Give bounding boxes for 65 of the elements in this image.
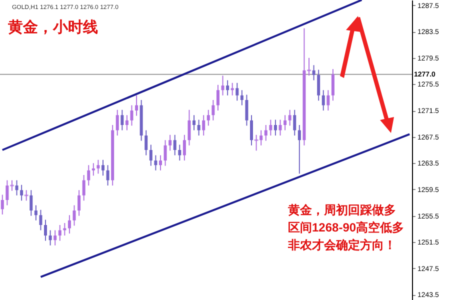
candlestick xyxy=(158,154,162,171)
candlestick xyxy=(24,190,28,202)
candlestick xyxy=(87,164,90,186)
candlestick xyxy=(245,94,248,126)
candlestick xyxy=(130,104,134,126)
candlestick xyxy=(96,159,100,174)
candlestick xyxy=(212,100,215,121)
candlestick xyxy=(54,230,57,246)
candlestick xyxy=(178,144,182,162)
candlestick xyxy=(221,75,224,96)
candlestick xyxy=(106,164,110,186)
candlestick xyxy=(274,119,277,136)
candlestick xyxy=(34,204,38,221)
candlestick xyxy=(250,114,254,146)
candlestick xyxy=(192,114,196,131)
candlestick xyxy=(312,64,316,81)
candlestick xyxy=(92,162,95,176)
candlestick xyxy=(322,90,325,112)
candlestick xyxy=(72,204,76,226)
candlestick xyxy=(168,134,172,152)
candlestick xyxy=(125,114,128,131)
candlestick xyxy=(278,119,282,136)
candlestick xyxy=(240,90,244,106)
candlestick xyxy=(39,209,42,231)
candlestick xyxy=(116,109,119,136)
candlestick xyxy=(230,82,234,96)
candlestick xyxy=(326,90,330,112)
text: 黄金，小时线 xyxy=(7,19,98,36)
candlestick xyxy=(269,119,272,136)
candlestick xyxy=(58,224,62,242)
candlestick xyxy=(206,109,210,126)
candlestick xyxy=(202,114,206,136)
candlestick xyxy=(284,114,287,131)
candlestick xyxy=(226,80,230,96)
candlestick xyxy=(78,190,81,216)
candlestick xyxy=(173,134,176,156)
candlestick xyxy=(216,84,220,112)
candlestick xyxy=(120,109,124,131)
candlestick xyxy=(164,140,167,166)
candlestick xyxy=(293,109,296,136)
candlestick xyxy=(63,222,66,236)
candlestick xyxy=(288,109,292,126)
candlestick xyxy=(82,174,86,202)
candlestick xyxy=(154,154,158,171)
candlestick xyxy=(30,190,33,216)
candlestick xyxy=(264,124,268,142)
candlestick xyxy=(48,230,52,246)
candlestick xyxy=(197,119,200,136)
candlestick xyxy=(44,219,48,242)
candlestick xyxy=(20,184,24,202)
candlestick xyxy=(182,134,186,162)
candlestick xyxy=(15,180,18,196)
candlestick xyxy=(102,159,104,176)
candlestick xyxy=(135,94,138,116)
candlestick xyxy=(188,109,191,146)
candlestick xyxy=(149,144,152,166)
candlestick xyxy=(331,68,334,102)
candlestick xyxy=(236,82,239,102)
candlestick xyxy=(144,130,148,156)
candlestick xyxy=(0,194,4,215)
candlestick xyxy=(298,124,301,174)
annotation: 黄金，周初回踩做多区间1268-90高空低多非农才会确定方向！ xyxy=(287,203,404,252)
candlestick xyxy=(317,69,320,102)
candlestick xyxy=(68,214,71,234)
candlestick xyxy=(254,134,258,152)
